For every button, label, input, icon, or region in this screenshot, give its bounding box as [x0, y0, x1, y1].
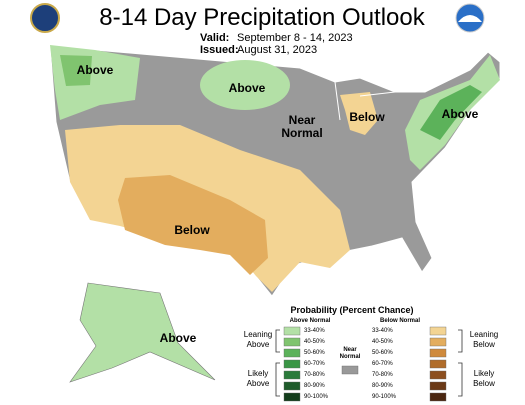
map-label: Above — [441, 107, 479, 121]
legend-bin-label: 60-70% — [372, 361, 393, 367]
below-40-50-region — [118, 175, 268, 275]
title: 8-14 Day Precipitation Outlook — [99, 4, 425, 31]
legend-below-heading: Below Normal — [379, 318, 421, 324]
legend-bin-label: 33-40% — [372, 328, 393, 334]
legend-swatch — [283, 392, 301, 402]
legend-bin-label: 80-90% — [304, 383, 325, 389]
map-label: Near Normal — [281, 113, 323, 140]
legend-group-label: Leaning Below — [469, 330, 499, 349]
map-label: Above — [228, 81, 266, 95]
legend-bin-label: 50-60% — [372, 350, 393, 356]
legend-swatch — [429, 326, 447, 336]
legend-swatch — [429, 392, 447, 402]
michigan-below-region — [340, 92, 378, 135]
legend-swatch — [283, 370, 301, 380]
valid-dates: September 8 - 14, 2023 — [237, 32, 353, 44]
legend-swatch — [283, 337, 301, 347]
north-central-above-region — [200, 60, 290, 110]
legend-swatch — [429, 370, 447, 380]
legend-swatch — [283, 359, 301, 369]
legend-bin-label: 60-70% — [304, 361, 325, 367]
issued-label: Issued: — [200, 44, 239, 56]
legend-near-heading: Near Normal — [339, 347, 361, 360]
legend-group-label: Leaning Above — [243, 330, 273, 349]
legend-bin-label: 70-80% — [372, 372, 393, 378]
great-lakes-outline — [334, 81, 396, 121]
legend-swatch — [429, 348, 447, 358]
legend-group-label: Likely Above — [246, 369, 270, 388]
map-label: Below — [349, 110, 385, 124]
legend-bin-label: 40-50% — [372, 339, 393, 345]
valid-label: Valid: — [200, 32, 230, 44]
legend-bin-label: 90-100% — [304, 394, 329, 400]
map-label: Above — [159, 331, 197, 345]
legend-bracket — [275, 329, 463, 397]
legend-group-label: Likely Below — [473, 369, 495, 388]
legend-bin-label: 80-90% — [372, 383, 393, 389]
legend-bin-label: 90-100% — [372, 394, 397, 400]
map-label: Above — [76, 63, 114, 77]
legend — [275, 326, 463, 402]
legend-bin-label: 50-60% — [304, 350, 325, 356]
map-label: Below — [174, 223, 210, 237]
legend-bin-label: 33-40% — [304, 328, 325, 334]
issued-date: August 31, 2023 — [237, 44, 318, 56]
nw-above-40-region — [60, 55, 92, 86]
legend-bin-label: 70-80% — [304, 372, 325, 378]
legend-swatch — [429, 359, 447, 369]
doc-logo — [30, 3, 60, 33]
legend-swatch — [283, 381, 301, 391]
legend-title: Probability (Percent Chance) — [290, 305, 414, 315]
legend-swatch — [429, 337, 447, 347]
noaa-bird — [458, 15, 482, 22]
legend-swatch — [283, 326, 301, 336]
legend-above-heading: Above Normal — [289, 318, 331, 324]
legend-bin-label: 40-50% — [304, 339, 325, 345]
legend-swatch — [429, 381, 447, 391]
legend-swatch — [341, 365, 359, 375]
ne-above-50-region — [420, 85, 482, 140]
legend-swatch — [283, 348, 301, 358]
alaska-above-region — [69, 282, 216, 383]
